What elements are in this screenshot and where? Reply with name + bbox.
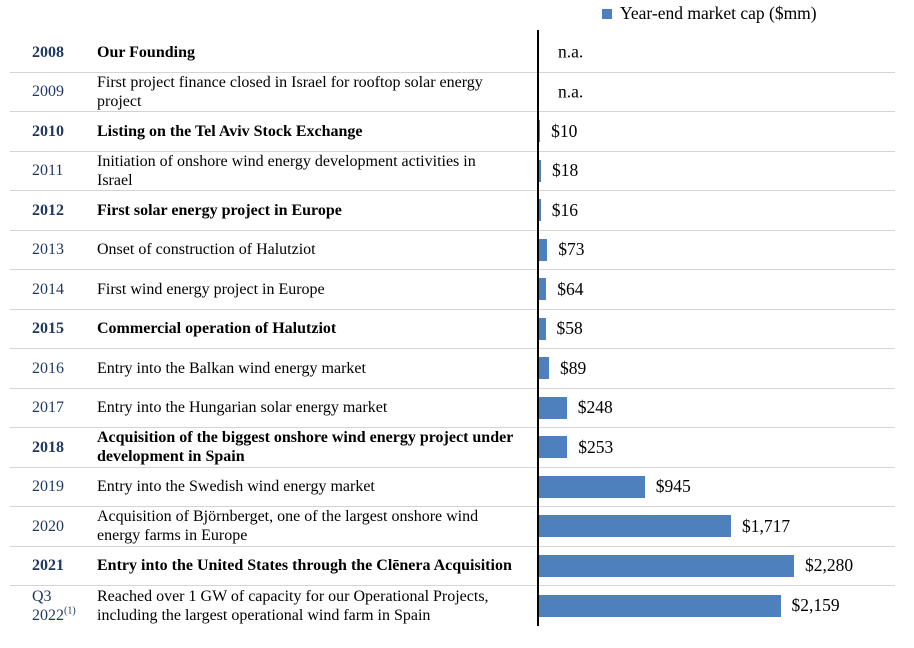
bar-zone: $253 — [539, 436, 614, 459]
year-label: 2012 — [32, 201, 64, 219]
table-row: 2019 Entry into the Swedish wind energy m… — [10, 468, 895, 507]
bar-zone: $2,280 — [539, 554, 854, 577]
market-cap-bar — [539, 357, 549, 380]
market-cap-value: $945 — [655, 476, 691, 497]
market-cap-value: $2,280 — [805, 555, 854, 576]
year-label: 2011 — [32, 162, 64, 180]
market-cap-value: $16 — [551, 199, 579, 220]
bar-zone: $89 — [539, 357, 587, 380]
market-cap-bar — [539, 515, 731, 538]
milestone-text: Acquisition of Björnberget, one of the l… — [97, 508, 479, 545]
year-label: 2017 — [32, 399, 64, 417]
chart-legend: Year-end market cap ($mm) — [602, 2, 817, 24]
bar-zone: $10 — [539, 120, 578, 143]
year-label: 2008 — [32, 43, 64, 61]
market-cap-value: $58 — [556, 318, 583, 339]
table-row: 2020 Acquisition of Björnberget, one of t… — [10, 507, 895, 547]
milestone-text: Commercial operation of Halutziot — [97, 320, 337, 338]
market-cap-bar — [539, 159, 541, 182]
legend-label: Year-end market cap ($mm) — [620, 3, 817, 23]
market-cap-value: $1,717 — [742, 515, 791, 536]
market-cap-value: $248 — [577, 397, 613, 418]
year-label: 2010 — [32, 122, 64, 140]
year-label: 2020 — [32, 517, 64, 535]
chart-axis-line — [537, 30, 539, 626]
market-cap-value: $18 — [552, 160, 579, 181]
milestone-text: Entry into the Swedish wind energy marke… — [97, 478, 375, 496]
market-cap-value: $64 — [557, 278, 584, 299]
table-row: 2011 Initiation of onshore wind energy de… — [10, 152, 895, 191]
bar-zone: n.a. — [539, 42, 583, 63]
bar-zone: $58 — [539, 317, 583, 340]
table-row: 2009 First project finance closed in Isra… — [10, 73, 895, 112]
bar-zone: $248 — [539, 396, 613, 419]
year-label: 2016 — [32, 359, 64, 377]
footnote-marker: (1) — [64, 605, 76, 617]
milestone-text: Entry into the Balkan wind energy market — [97, 359, 366, 377]
bar-zone: $64 — [539, 278, 584, 301]
bar-zone: $1,717 — [539, 515, 791, 538]
market-cap-bar — [539, 238, 548, 261]
year-label: 2014 — [32, 280, 64, 298]
market-cap-value: n.a. — [558, 81, 584, 102]
table-row: 2016 Entry into the Balkan wind energy ma… — [10, 349, 895, 389]
bar-zone: $2,159 — [539, 594, 840, 617]
market-cap-value: n.a. — [558, 41, 584, 62]
market-cap-bar — [539, 199, 541, 222]
year-label: 2009 — [32, 83, 64, 101]
milestone-text: First wind energy project in Europe — [97, 280, 325, 298]
table-row: 2021 Entry into the United States through… — [10, 547, 895, 586]
market-cap-value: $10 — [551, 120, 578, 141]
legend-marker-icon — [602, 8, 612, 19]
bar-zone: $16 — [539, 199, 579, 222]
bar-zone: n.a. — [539, 81, 583, 102]
market-cap-bar — [539, 120, 541, 143]
milestone-text: First solar energy project in Europe — [97, 201, 342, 219]
market-cap-value: $2,159 — [791, 595, 840, 616]
table-row: 2017 Entry into the Hungarian solar energ… — [10, 389, 895, 428]
market-cap-value: $253 — [578, 436, 614, 457]
milestone-text: Acquisition of the biggest onshore wind … — [97, 429, 514, 466]
market-cap-bar — [539, 436, 568, 459]
bar-zone: $73 — [539, 238, 585, 261]
market-cap-bar — [539, 396, 567, 419]
table-row: 2012 First solar energy project in Europe… — [10, 191, 895, 231]
milestone-text: Onset of construction of Halutziot — [97, 241, 316, 259]
milestone-text: Entry into the United States through the… — [97, 557, 512, 575]
year-label: 2015 — [32, 320, 64, 338]
bar-zone: $945 — [539, 475, 691, 498]
table-row: 2015 Commercial operation of Halutziot $58 — [10, 310, 895, 349]
table-row: 2014 First wind energy project in Europe $… — [10, 270, 895, 310]
table-row: 2010 Listing on the Tel Aviv Stock Exchan… — [10, 112, 895, 152]
milestone-text: Entry into the Hungarian solar energy ma… — [97, 399, 388, 417]
milestone-text: Listing on the Tel Aviv Stock Exchange — [97, 122, 363, 140]
milestone-text: Reached over 1 GW of capacity for our Op… — [97, 587, 489, 624]
market-cap-bar — [539, 475, 645, 498]
market-cap-bar — [539, 554, 794, 577]
table-row: Q3 2022(1) Reached over 1 GW of capacity f… — [10, 586, 895, 626]
milestone-text: Our Founding — [97, 43, 195, 61]
table-row: 2018 Acquisition of the biggest onshore w… — [10, 428, 895, 468]
milestones-table: 2008 Our Founding n.a. 2009 First project fi… — [10, 33, 895, 626]
year-label: 2018 — [32, 438, 64, 456]
milestone-text: First project finance closed in Israel f… — [97, 73, 483, 110]
market-cap-bar — [539, 594, 781, 617]
milestone-text: Initiation of onshore wind energy develo… — [97, 152, 476, 189]
market-cap-bar — [539, 278, 547, 301]
year-label: 2013 — [32, 241, 64, 259]
table-row: 2008 Our Founding n.a. — [10, 33, 895, 73]
bar-zone: $18 — [539, 159, 579, 182]
market-cap-value: $73 — [558, 239, 585, 260]
market-cap-value: $89 — [560, 357, 587, 378]
year-label: 2019 — [32, 478, 64, 496]
year-label: Q3 2022(1) — [32, 587, 76, 624]
market-cap-bar — [539, 317, 546, 340]
table-row: 2013 Onset of construction of Halutziot $7… — [10, 231, 895, 270]
year-label: 2021 — [32, 557, 64, 575]
